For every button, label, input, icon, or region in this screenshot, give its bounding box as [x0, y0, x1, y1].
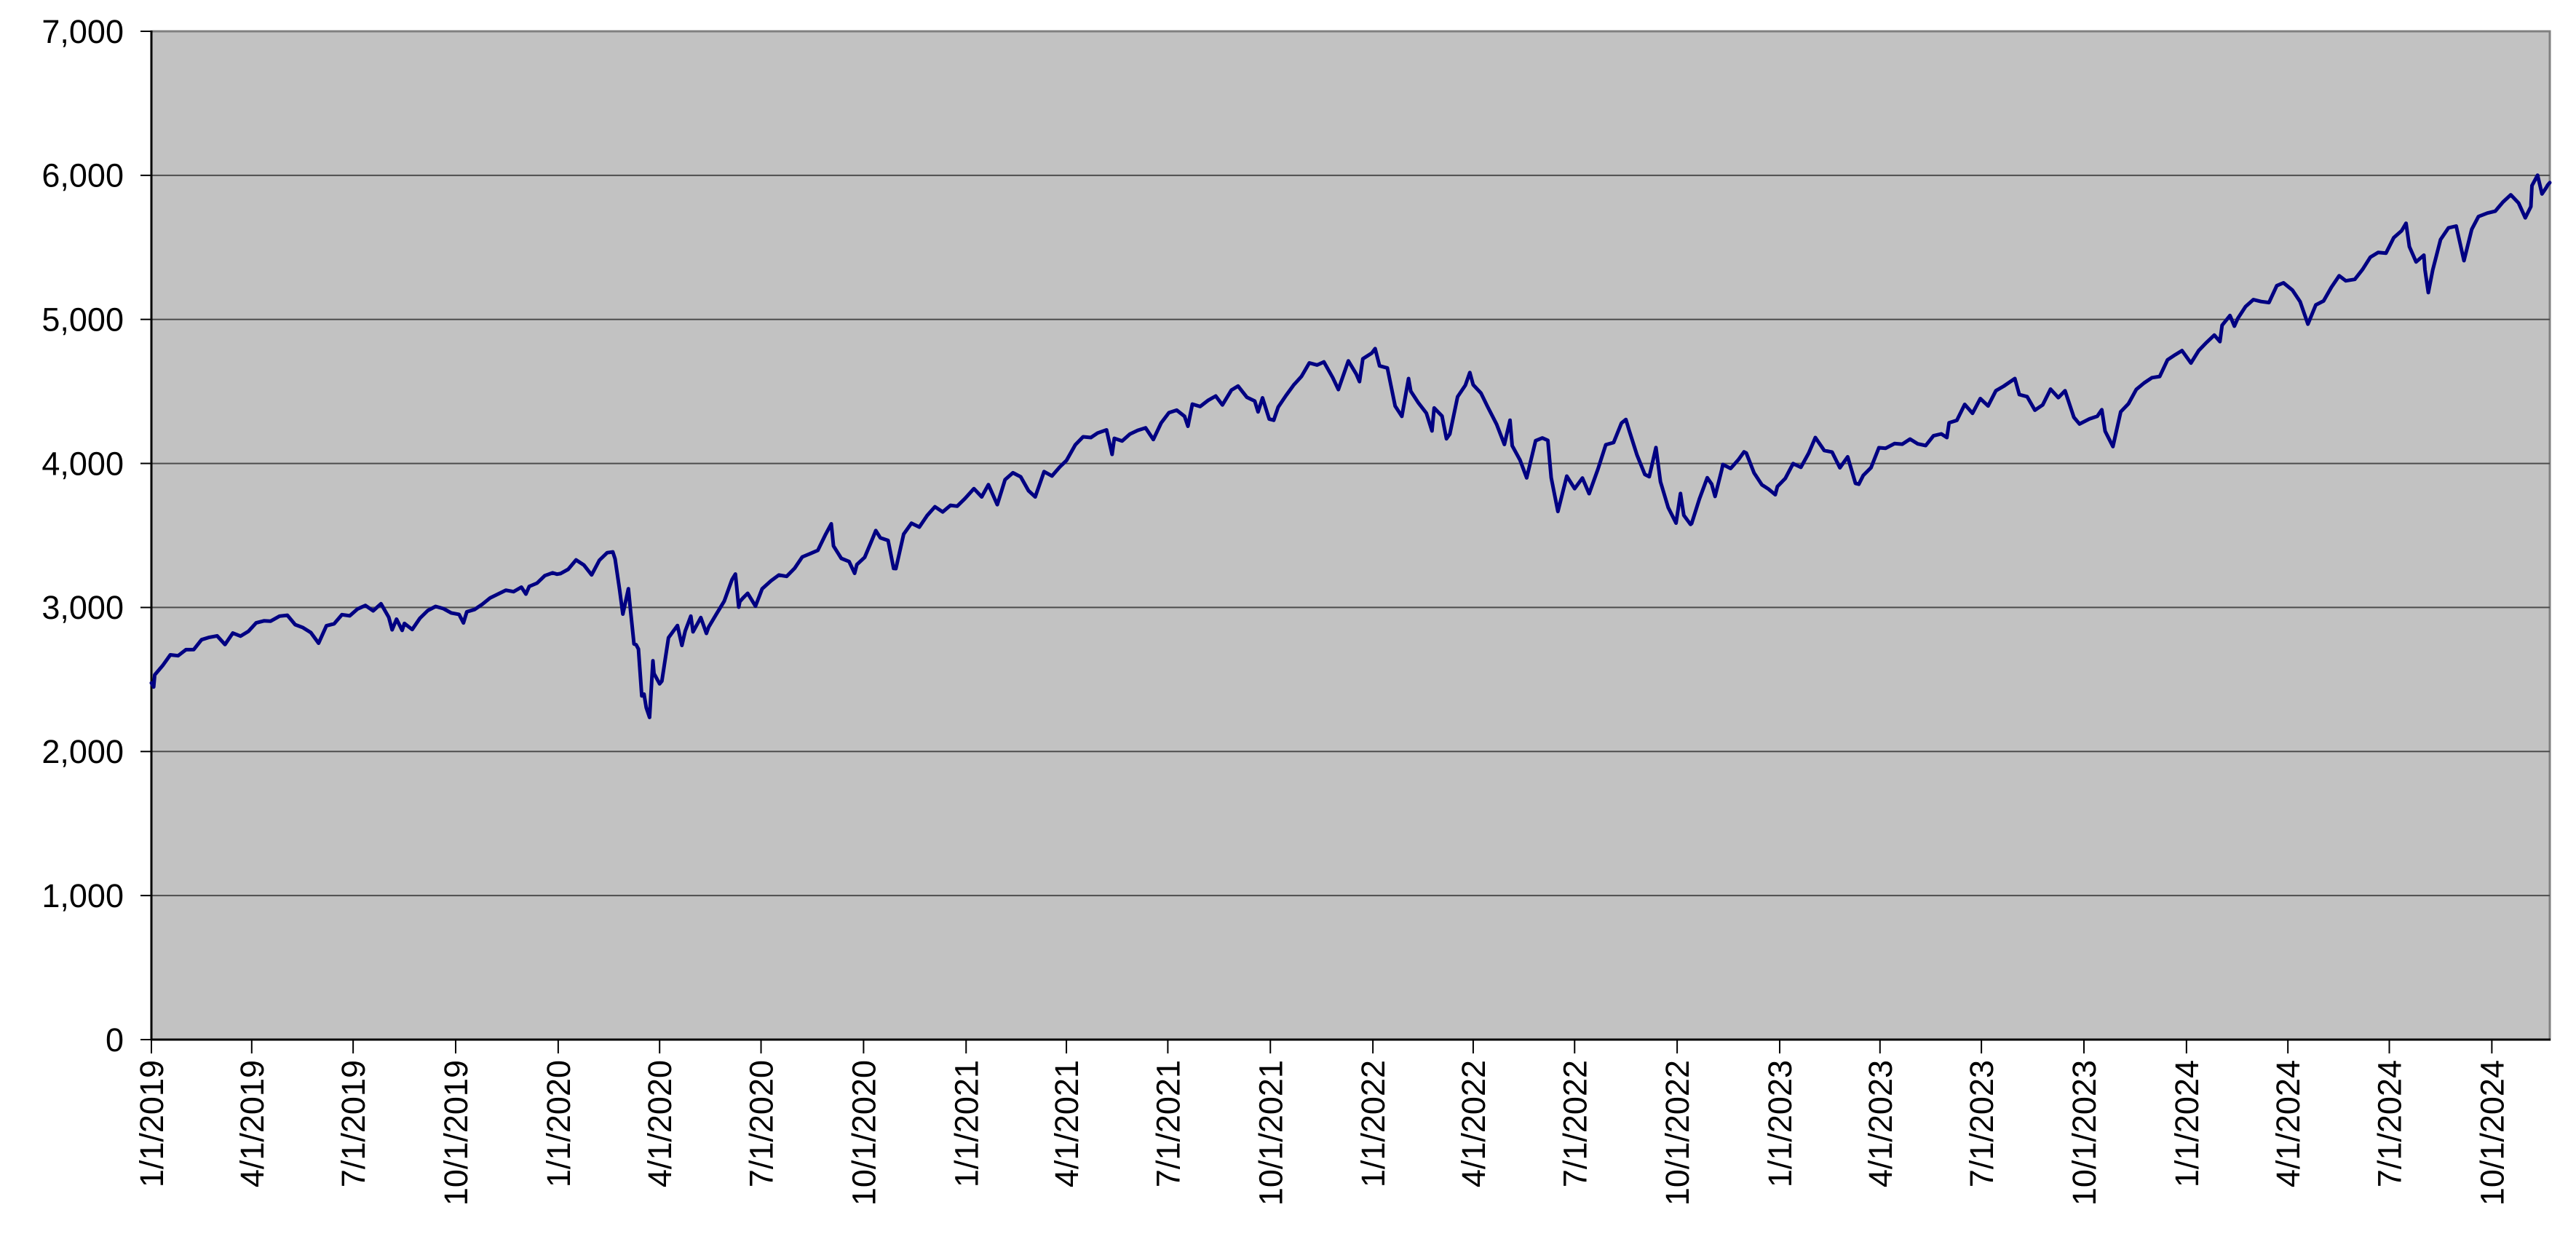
x-tick-label: 7/1/2020 [743, 1060, 780, 1187]
y-tick-label: 5,000 [41, 301, 124, 338]
x-tick-label: 10/1/2020 [845, 1060, 882, 1206]
x-tick-label: 1/1/2024 [2168, 1060, 2206, 1187]
y-axis-ticks [140, 31, 151, 1040]
plot-area [150, 30, 2551, 1041]
x-tick-label: 10/1/2022 [1659, 1060, 1696, 1206]
x-tick-label: 7/1/2022 [1556, 1060, 1593, 1187]
x-tick-label: 1/1/2020 [540, 1060, 577, 1187]
x-tick-label: 1/1/2022 [1355, 1060, 1392, 1187]
x-tick-label: 7/1/2023 [1963, 1060, 2000, 1187]
x-tick-label: 4/1/2020 [641, 1060, 678, 1187]
x-tick-label: 4/1/2023 [1862, 1060, 1899, 1187]
y-tick-label: 4,000 [41, 445, 124, 482]
x-tick-label: 10/1/2024 [2473, 1060, 2510, 1206]
y-tick-label: 0 [106, 1021, 124, 1059]
x-tick-label: 10/1/2021 [1252, 1060, 1289, 1206]
y-axis-labels: 0 1,000 2,000 3,000 4,000 5,000 6,000 7,000 [41, 13, 124, 1059]
x-tick-label: 1/1/2019 [133, 1060, 170, 1187]
x-axis-labels: 1/1/2019 4/1/2019 7/1/2019 10/1/2019 1/1/202… [133, 1060, 2510, 1206]
x-tick-label: 10/1/2019 [437, 1060, 475, 1206]
axes [150, 31, 2551, 1041]
x-tick-label: 4/1/2024 [2270, 1060, 2307, 1187]
y-tick-label: 6,000 [41, 157, 124, 194]
x-tick-label: 7/1/2019 [335, 1060, 372, 1187]
x-tick-label: 1/1/2023 [1761, 1060, 1799, 1187]
price-line-series [149, 173, 2552, 719]
x-tick-label: 4/1/2019 [234, 1060, 271, 1187]
x-tick-label: 4/1/2022 [1455, 1060, 1492, 1187]
x-tick-label: 7/1/2021 [1149, 1060, 1186, 1187]
y-tick-label: 1,000 [41, 877, 124, 914]
x-tick-label: 4/1/2021 [1048, 1060, 1085, 1187]
y-tick-label: 2,000 [41, 733, 124, 770]
x-axis-ticks [151, 1040, 2493, 1053]
y-gridlines [151, 174, 2550, 897]
x-tick-label: 10/1/2023 [2066, 1060, 2103, 1206]
x-tick-label: 7/1/2024 [2371, 1060, 2409, 1187]
y-tick-label: 3,000 [41, 589, 124, 626]
x-tick-label: 1/1/2021 [948, 1060, 985, 1187]
y-tick-label: 7,000 [41, 13, 124, 50]
